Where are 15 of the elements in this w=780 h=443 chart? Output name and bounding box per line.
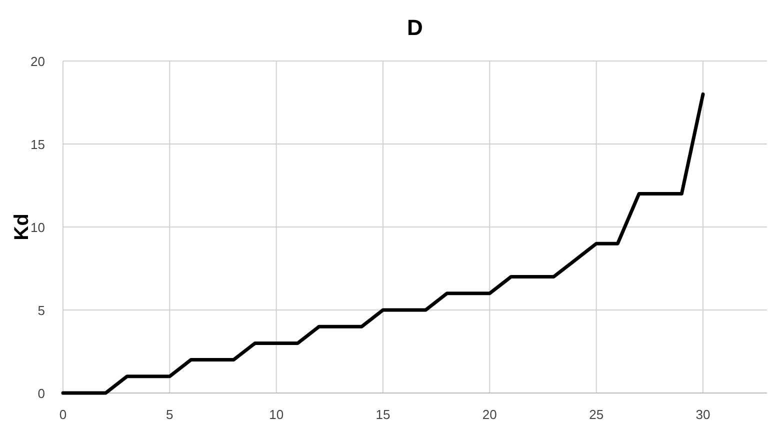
x-tick-label: 10 bbox=[269, 407, 284, 422]
x-tick-label: 25 bbox=[589, 407, 604, 422]
y-tick-label: 0 bbox=[38, 386, 45, 401]
y-tick-label: 5 bbox=[38, 303, 45, 318]
y-tick-label: 15 bbox=[30, 137, 45, 152]
y-axis-title: Kd bbox=[11, 214, 33, 240]
line-series bbox=[61, 92, 705, 395]
y-tick-label: 10 bbox=[30, 220, 45, 235]
x-tick-label: 20 bbox=[482, 407, 497, 422]
x-tick-label: 0 bbox=[59, 407, 67, 422]
chart-title: D bbox=[407, 15, 423, 40]
y-tick-label: 20 bbox=[30, 54, 45, 69]
x-tick-label: 30 bbox=[696, 407, 710, 422]
x-tick-label: 5 bbox=[166, 407, 174, 422]
x-tick-label: 15 bbox=[376, 407, 390, 422]
